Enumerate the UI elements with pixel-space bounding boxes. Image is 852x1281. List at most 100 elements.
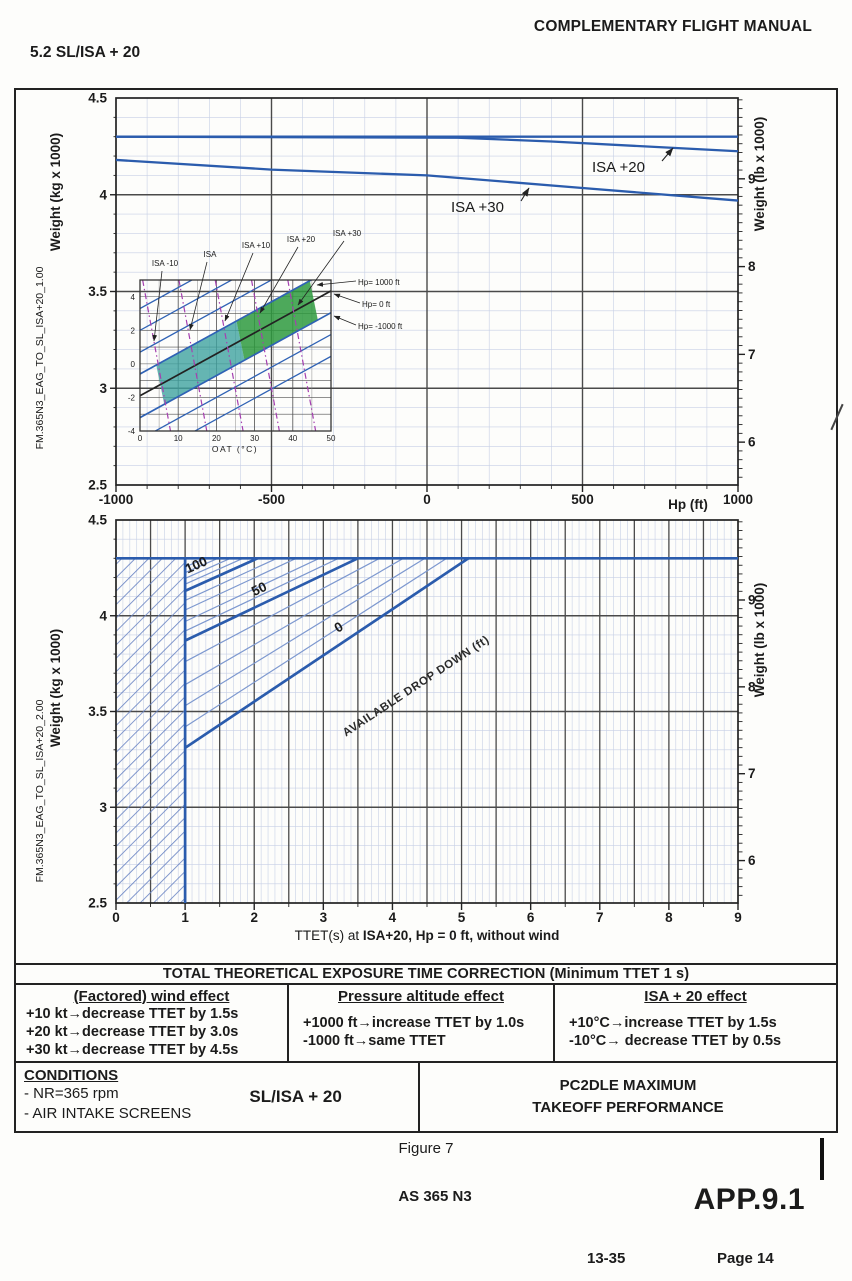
inset-y-tick: 4 xyxy=(131,293,136,302)
isa20-curve-label: ISA +20 xyxy=(592,159,645,176)
inset-isa-label: ISA xyxy=(204,250,218,259)
isa20-effect-header: ISA + 20 effect xyxy=(644,987,747,1005)
isa20-effect-row: +10°C→increase TTET by 1.5s xyxy=(569,1014,777,1031)
isa30-curve-label: ISA +30 xyxy=(451,199,504,216)
ttet-axis-tick: 5 xyxy=(458,910,466,925)
section-title: 5.2 SL/ISA + 20 xyxy=(30,44,141,61)
aircraft-model: AS 365 N3 xyxy=(398,1188,472,1205)
inset-isa-label: ISA +20 xyxy=(287,235,316,244)
isa20-effect-row: -10°C→ decrease TTET by 0.5s xyxy=(569,1032,782,1049)
inset-isa-label: ISA +10 xyxy=(242,241,271,250)
inset-y-tick: -4 xyxy=(128,427,136,436)
wind-effect-row: +30 kt→decrease TTET by 4.5s xyxy=(26,1041,239,1058)
change-bar-icon xyxy=(820,1138,824,1180)
lb-axis-title: Weight (lb x 1000) xyxy=(752,583,767,698)
conditions-box: CONDITIONS - NR=365 rpm - AIR INTAKE SCR… xyxy=(14,1061,838,1133)
ttet-axis-tick: 0 xyxy=(112,910,120,925)
condition-item: - NR=365 rpm xyxy=(24,1085,119,1102)
lb-axis-tick: 9 xyxy=(748,592,756,607)
kg-axis-tick: 4 xyxy=(99,608,107,623)
series-isa-+20 xyxy=(115,135,739,153)
series-isa-+30 xyxy=(115,158,739,202)
lb-axis-tick: 7 xyxy=(748,347,756,362)
lb-axis-tick: 6 xyxy=(748,435,756,450)
oat-inset-chart: 0 10 20 30 40 50 -4 -2 0 2 4 OAT (°C) ISA -10 ISA ISA … xyxy=(128,229,403,454)
inset-hp-label: Hp= 0 ft xyxy=(362,300,391,309)
lb-axis-tick: 9 xyxy=(748,171,756,186)
inset-hp-label: Hp= 1000 ft xyxy=(358,278,400,287)
ttet-axis-tick: 1 xyxy=(181,910,189,925)
inset-hp-label: Hp= -1000 ft xyxy=(358,322,403,331)
inset-x-tick: 10 xyxy=(174,434,183,443)
correction-table: TOTAL THEORETICAL EXPOSURE TIME CORRECTI… xyxy=(14,963,838,1063)
kg-axis-tick: 3.5 xyxy=(88,284,107,299)
isa20-effect-column: ISA + 20 effect +10°C→increase TTET by 1… xyxy=(553,984,836,1061)
inset-isa-label: ISA +30 xyxy=(333,229,362,238)
ttet-axis-tick: 8 xyxy=(665,910,673,925)
conditions-header: CONDITIONS xyxy=(24,1067,119,1084)
inset-y-tick: -2 xyxy=(128,393,136,402)
drop-down-0-label: 0 xyxy=(332,619,346,636)
figure-frame: 2.5 3 3.5 4 4.5 -1000 -500 0 500 1000 6 7 8 9 ISA +20 I… xyxy=(14,88,838,965)
hp-axis-tick: -1000 xyxy=(99,492,134,507)
inset-y-tick: 2 xyxy=(131,326,136,335)
kg-axis-title: Weight (kg x 1000) xyxy=(48,133,63,251)
kg-axis-tick: 2.5 xyxy=(88,478,107,493)
min-ttet-hatched-region xyxy=(116,558,186,903)
pressure-altitude-row: +1000 ft→increase TTET by 1.0s xyxy=(303,1014,525,1031)
drop-down-100-label: 100 xyxy=(183,553,210,576)
figure-file-reference: FM.365N3_EAG_TO_SL_ISA+20_1.00 xyxy=(34,266,46,449)
hp-axis-tick: 500 xyxy=(571,492,594,507)
drop-down-line-50 xyxy=(184,557,359,642)
inset-x-tick: 30 xyxy=(250,434,259,443)
lb-axis-tick: 8 xyxy=(748,679,756,694)
correction-table-body: (Factored) wind effect +10 kt→decrease T… xyxy=(16,984,836,1061)
kg-axis-tick: 3 xyxy=(99,381,107,396)
inset-isa-label: ISA -10 xyxy=(152,259,179,268)
ttet-axis-tick: 9 xyxy=(734,910,742,925)
config-label: SL/ISA + 20 xyxy=(249,1087,342,1106)
kg-axis-tick: 3.5 xyxy=(88,704,107,719)
ttet-axis-tick: 3 xyxy=(320,910,328,925)
condition-item: - AIR INTAKE SCREENS xyxy=(24,1105,192,1123)
kg-axis-tick: 4.5 xyxy=(88,91,107,106)
drop-down-50-label: 50 xyxy=(249,579,269,599)
pressure-altitude-column: Pressure altitude effect +1000 ft→increa… xyxy=(287,984,553,1061)
pressure-altitude-row: -1000 ft→same TTET xyxy=(303,1032,446,1049)
drop-down-line-100 xyxy=(184,557,259,593)
hp-axis-tick: 0 xyxy=(423,492,431,507)
kg-axis-tick: 3 xyxy=(99,800,107,815)
doc-reference: 13-35 xyxy=(587,1250,626,1267)
inset-x-tick: 40 xyxy=(288,434,297,443)
kg-axis-tick: 2.5 xyxy=(88,896,107,911)
inset-x-tick: 50 xyxy=(327,434,336,443)
kg-axis-tick: 4.5 xyxy=(88,513,107,528)
ttet-axis-tick: 6 xyxy=(527,910,535,925)
performance-title-line: PC2DLE MAXIMUM xyxy=(559,1076,697,1094)
hp-axis-tick: 1000 xyxy=(723,492,753,507)
ttet-axis-tick: 7 xyxy=(596,910,604,925)
lb-axis-tick: 7 xyxy=(748,766,756,781)
inset-y-tick: 0 xyxy=(131,360,136,369)
page-number: Page 14 xyxy=(717,1250,774,1267)
conditions-list: CONDITIONS - NR=365 rpm - AIR INTAKE SCR… xyxy=(16,1063,191,1131)
lb-axis-tick: 6 xyxy=(748,853,756,868)
ttet-axis-tick: 4 xyxy=(389,910,397,925)
hp-axis-title: Hp (ft) xyxy=(668,497,708,512)
appendix-reference: APP.9.1 xyxy=(693,1183,805,1216)
ttet-axis-title: TTET(s) at ISA+20, Hp = 0 ft, without wi… xyxy=(295,928,560,943)
inset-x-tick: 20 xyxy=(212,434,221,443)
lb-axis-title: Weight (lb x 1000) xyxy=(752,117,767,232)
drop-down-line-0 xyxy=(184,557,470,750)
correction-table-title: TOTAL THEORETICAL EXPOSURE TIME CORRECTI… xyxy=(16,965,836,985)
kg-axis-title: Weight (kg x 1000) xyxy=(48,629,63,747)
wind-effect-row: +10 kt→decrease TTET by 1.5s xyxy=(26,1005,239,1022)
wind-effect-column: (Factored) wind effect +10 kt→decrease T… xyxy=(16,985,287,1061)
inset-x-tick: 0 xyxy=(138,434,143,443)
ttet-axis-tick: 2 xyxy=(250,910,258,925)
manual-title: COMPLEMENTARY FLIGHT MANUAL xyxy=(533,18,812,35)
pressure-altitude-header: Pressure altitude effect xyxy=(338,987,504,1005)
